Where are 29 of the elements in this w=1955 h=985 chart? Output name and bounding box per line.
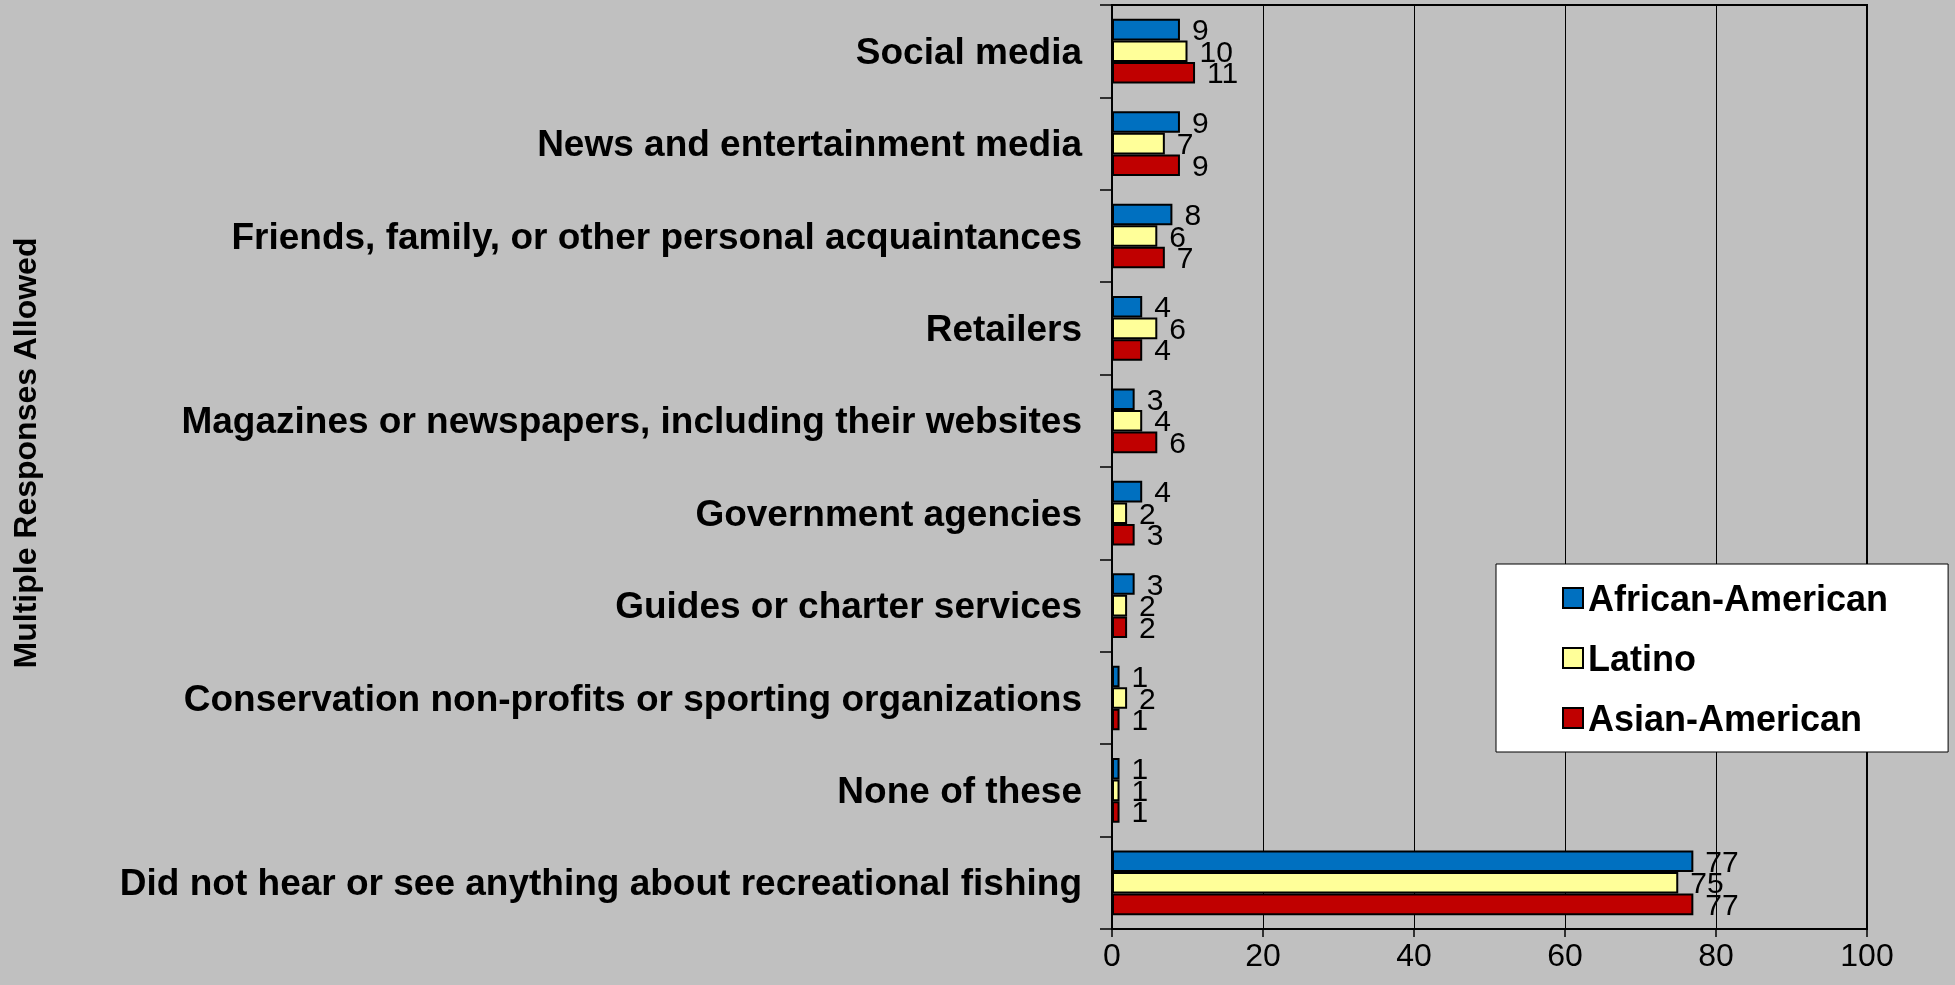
data-label: 8: [1184, 197, 1202, 231]
legend-label: Latino: [1588, 637, 1696, 679]
data-label: 6: [1169, 425, 1186, 459]
x-tick-label: 40: [1396, 937, 1432, 973]
x-tick-label: 100: [1840, 937, 1894, 973]
data-label: 9: [1191, 148, 1209, 182]
y-tick-label: Guides or charter services: [615, 585, 1082, 627]
y-tick-label: Did not hear or see anything about recreational fishing: [119, 862, 1082, 904]
legend-label: Asian-American: [1588, 697, 1863, 739]
y-tick-label: News and entertainment media: [537, 123, 1083, 165]
y-tick-label: Social media: [855, 30, 1083, 72]
y-tick-label: Friends, family, or other personal acquaintances: [231, 215, 1082, 257]
legend-label: African-American: [1588, 577, 1889, 619]
data-label: 7: [1176, 127, 1194, 161]
x-tick-label: 80: [1698, 937, 1734, 973]
data-label: 6: [1169, 311, 1186, 345]
y-tick-label: None of these: [837, 769, 1082, 811]
y-tick-label: Magazines or newspapers, including their websites: [181, 400, 1082, 442]
y-tick-label: Government agencies: [695, 492, 1082, 534]
y-tick-label: Retailers: [925, 307, 1082, 349]
x-tick-label: 60: [1547, 937, 1583, 973]
x-tick-label: 20: [1245, 937, 1281, 973]
data-label: 4: [1154, 290, 1171, 324]
text: Multiple Responses Allowed: [7, 237, 43, 669]
data-label: 4: [1154, 333, 1171, 367]
data-label: 4: [1154, 475, 1171, 509]
x-tick-label: 0: [1103, 937, 1121, 973]
data-label: 9: [1191, 105, 1209, 139]
y-tick-label: Conservation non-profits or sporting organizations: [183, 677, 1082, 719]
